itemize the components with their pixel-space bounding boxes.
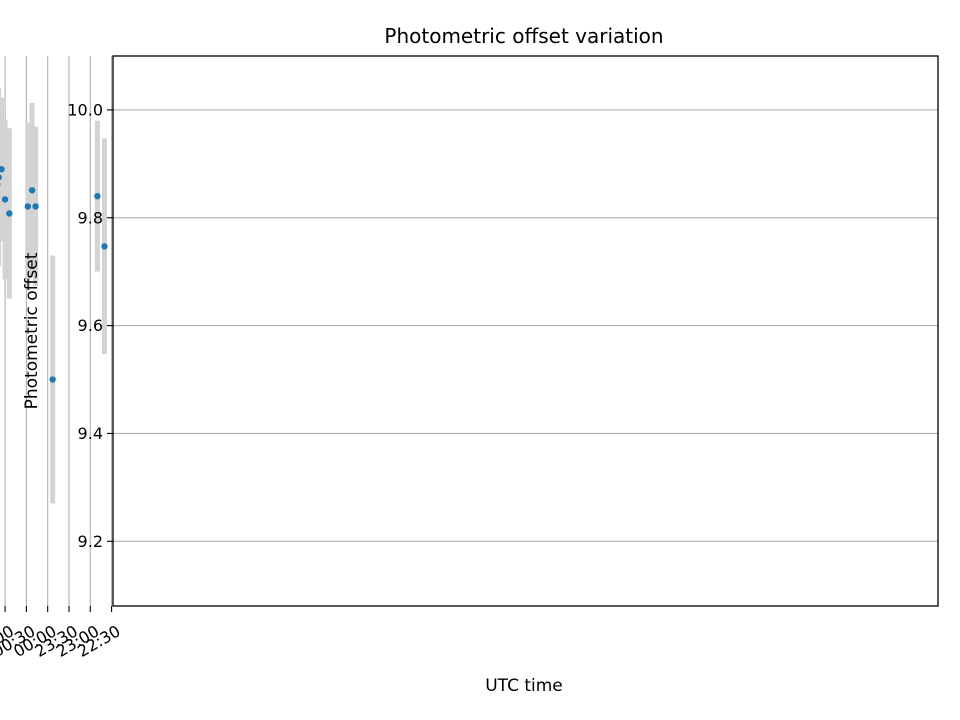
data-point xyxy=(49,376,56,383)
chart-title: Photometric offset variation xyxy=(384,24,663,48)
y-tick-label: 9.8 xyxy=(78,208,103,227)
x-axis-title: UTC time xyxy=(485,676,563,696)
data-point xyxy=(0,166,5,173)
y-tick-label: 9.6 xyxy=(78,316,103,335)
data-point xyxy=(94,192,101,200)
y-tick-label: 9.4 xyxy=(78,424,103,443)
data-point xyxy=(24,203,32,210)
data-point xyxy=(32,203,39,210)
data-point xyxy=(6,210,13,217)
data-point xyxy=(0,174,2,181)
data-point xyxy=(101,243,108,250)
data-point xyxy=(1,196,9,203)
y-axis-title: Photometric offset xyxy=(22,252,42,409)
data-point xyxy=(28,187,36,194)
y-tick-label: 9.2 xyxy=(78,532,103,551)
plot-frame xyxy=(112,55,939,607)
y-tick-label: 10.0 xyxy=(67,100,103,119)
data-points xyxy=(0,166,108,383)
